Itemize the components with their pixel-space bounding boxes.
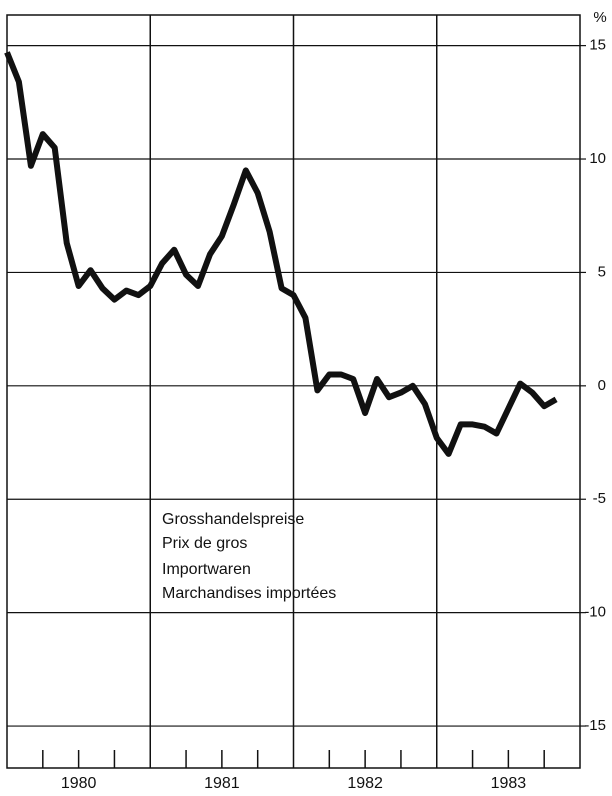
- y-tick-label: -5: [593, 490, 606, 507]
- y-tick-label: 5: [598, 263, 606, 280]
- y-tick-label: 0: [598, 377, 606, 394]
- annotation: Importwaren: [162, 561, 251, 578]
- y-tick-label: -10: [584, 604, 606, 621]
- annotation: Marchandises importées: [162, 585, 336, 602]
- y-tick-label: 10: [589, 150, 606, 167]
- x-tick-label: 1983: [491, 775, 527, 792]
- annotation: Prix de gros: [162, 535, 247, 552]
- x-tick-label: 1981: [204, 775, 240, 792]
- y-tick-label: -15: [584, 717, 606, 734]
- x-tick-label: 1982: [347, 775, 383, 792]
- data-line: [4, 51, 558, 457]
- annotation: Grosshandelspreise: [162, 511, 304, 528]
- y-unit: %: [593, 9, 606, 26]
- x-tick-label: 1980: [61, 775, 97, 792]
- y-tick-label: 15: [589, 37, 606, 54]
